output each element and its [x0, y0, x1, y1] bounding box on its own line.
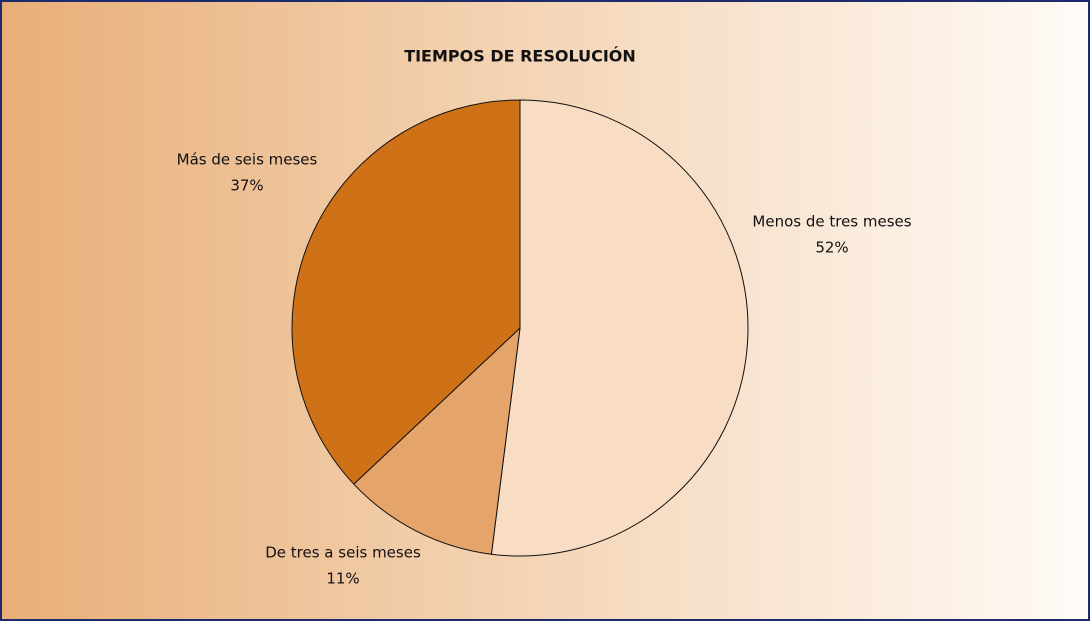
slice-value-label: 52%	[815, 239, 848, 257]
slice-value-label: 37%	[230, 177, 263, 195]
chart-title: TIEMPOS DE RESOLUCIÓN	[404, 47, 636, 66]
pie-slice	[353, 326, 521, 555]
slice-label: Más de seis meses	[177, 151, 318, 169]
pie-slice	[291, 99, 521, 485]
slice-label: De tres a seis meses	[265, 544, 421, 562]
pie-slice	[490, 99, 749, 557]
slice-value-label: 11%	[326, 570, 359, 588]
slice-label: Menos de tres meses	[752, 213, 911, 231]
